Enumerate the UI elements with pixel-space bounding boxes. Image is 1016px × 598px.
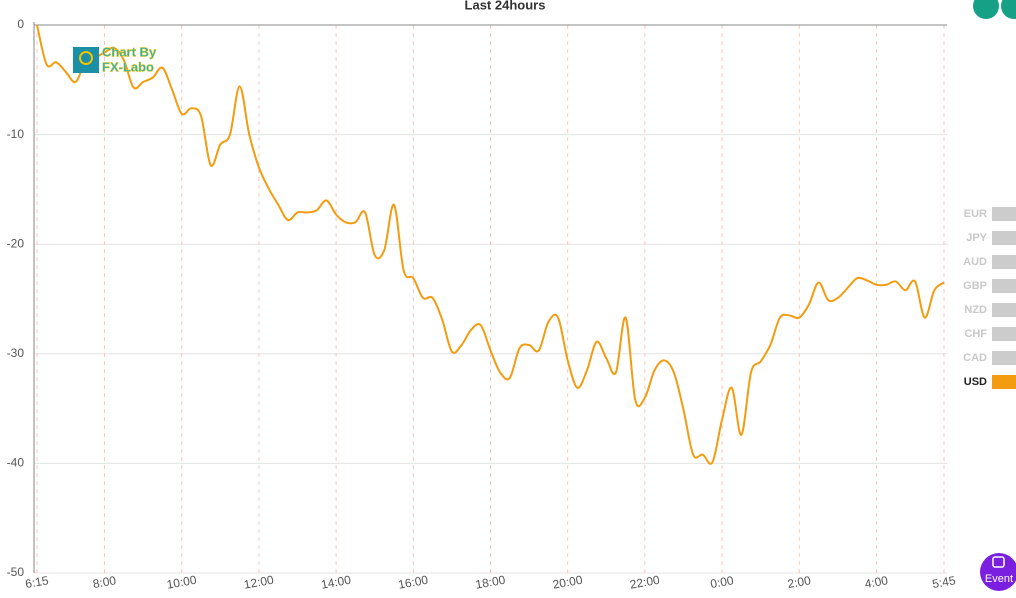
event-button-circle[interactable]: [980, 553, 1016, 591]
legend-label: CHF: [964, 328, 987, 340]
line: [36, 24, 945, 465]
legend-label: CAD: [963, 352, 987, 364]
watermark-icon: [79, 51, 93, 65]
toggle-button[interactable]: [1001, 0, 1016, 19]
event-icon: [992, 556, 1005, 568]
x-tick-label: 0:00: [709, 573, 735, 591]
x-tick-label: 4:00: [864, 573, 890, 591]
legend-swatch[interactable]: [992, 255, 1016, 269]
legend-label: AUD: [963, 256, 987, 268]
y-tick-label: -30: [7, 346, 25, 360]
watermark: Chart By FX-Labo: [73, 44, 157, 75]
x-tick-label: 8:00: [92, 573, 118, 591]
y-tick-label: -10: [7, 127, 25, 141]
watermark-icon: [73, 47, 99, 73]
watermark-text: Chart By: [102, 44, 157, 59]
event-label[interactable]: Event: [985, 573, 1013, 585]
zoom-button[interactable]: [973, 0, 999, 19]
x-tick-label: 14:00: [320, 573, 352, 592]
legend-swatch[interactable]: [992, 279, 1016, 293]
watermark-text: FX-Labo: [102, 59, 154, 74]
legend-swatch[interactable]: [992, 351, 1016, 365]
legend-swatch[interactable]: [992, 231, 1016, 245]
y-tick-label: -20: [7, 236, 25, 250]
x-tick-label: 12:00: [243, 573, 275, 592]
legend-label: USD: [964, 376, 987, 388]
legend-label: JPY: [966, 232, 987, 244]
x-tick-label: 5:45: [931, 573, 957, 591]
legend-swatch[interactable]: [992, 375, 1016, 389]
legend-swatch[interactable]: [992, 303, 1016, 317]
event-button[interactable]: Event: [980, 553, 1016, 591]
y-tick-label: -40: [7, 456, 25, 470]
y-tick-label: -50: [7, 565, 25, 579]
y-tick-label: 0: [17, 17, 24, 31]
legend-label: NZD: [964, 304, 987, 316]
x-tick-label: 22:00: [629, 573, 661, 592]
x-tick-label: 2:00: [786, 573, 812, 591]
legend-label: GBP: [963, 280, 987, 292]
x-tick-label: 20:00: [552, 573, 584, 592]
x-tick-label: 10:00: [166, 573, 198, 592]
x-tick-label: 16:00: [397, 573, 429, 592]
legend-label: EUR: [964, 208, 987, 220]
legend-swatch[interactable]: [992, 207, 1016, 221]
legend-swatch[interactable]: [992, 327, 1016, 341]
x-tick-label: 18:00: [474, 573, 506, 592]
plot: 0 -10 -20 -30 -40 -506:15 8:00 10:00 12:00 14:00 1…: [7, 17, 1016, 592]
x-tick-label: 6:15: [24, 573, 50, 591]
chart-title: Last 24hours: [465, 0, 546, 12]
